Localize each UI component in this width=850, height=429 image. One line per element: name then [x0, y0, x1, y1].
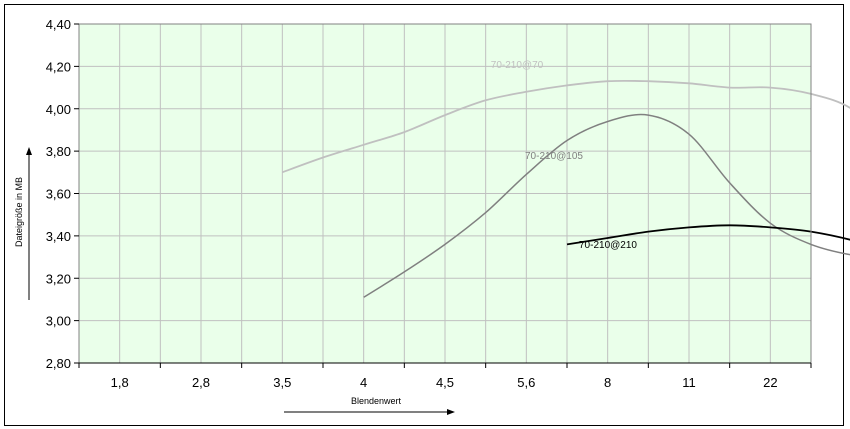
x-tick-label: 4 [360, 375, 367, 390]
x-tick-label: 5,6 [517, 375, 535, 390]
series-line-105 [363, 113, 850, 298]
x-tick-label: 2,8 [192, 375, 210, 390]
x-tick-label: 8 [604, 375, 611, 390]
series-group [281, 79, 850, 298]
x-tick-label: 22 [763, 375, 777, 390]
x-tick-label: 4,5 [436, 375, 454, 390]
series-label: 70-210@105 [525, 151, 583, 162]
x-axis-arrow-head [447, 409, 455, 415]
series-line-70 [281, 79, 850, 174]
y-tick-label: 4,00 [46, 102, 71, 117]
y-axis-arrow-head [26, 147, 32, 155]
x-tick-label: 1,8 [111, 375, 129, 390]
y-tick-label: 3,20 [46, 271, 71, 286]
series-line-210 [566, 224, 850, 246]
axes: 2,80 3,00 3,20 3,40 3,60 3,80 4,00 4,20 4,40 1,8 2… [46, 17, 812, 390]
x-tick-label: 3,5 [273, 375, 291, 390]
y-tick-label: 3,80 [46, 144, 71, 159]
y-tick-label: 2,80 [46, 356, 71, 371]
x-axis-title: Blendenwert [351, 396, 402, 406]
y-tick-label: 4,20 [46, 59, 71, 74]
x-tick-label: 11 [682, 375, 696, 390]
y-tick-label: 3,40 [46, 229, 71, 244]
y-axis-title: Dateigröße in MB [14, 177, 24, 247]
grid [79, 24, 811, 363]
y-tick-label: 4,40 [46, 17, 71, 32]
y-tick-label: 3,00 [46, 314, 71, 329]
series-labels: 70-210@70 70-210@105 70-210@210 [491, 60, 638, 251]
y-tick-label: 3,60 [46, 187, 71, 202]
series-label: 70-210@210 [579, 240, 637, 251]
series-label: 70-210@70 [491, 60, 544, 71]
